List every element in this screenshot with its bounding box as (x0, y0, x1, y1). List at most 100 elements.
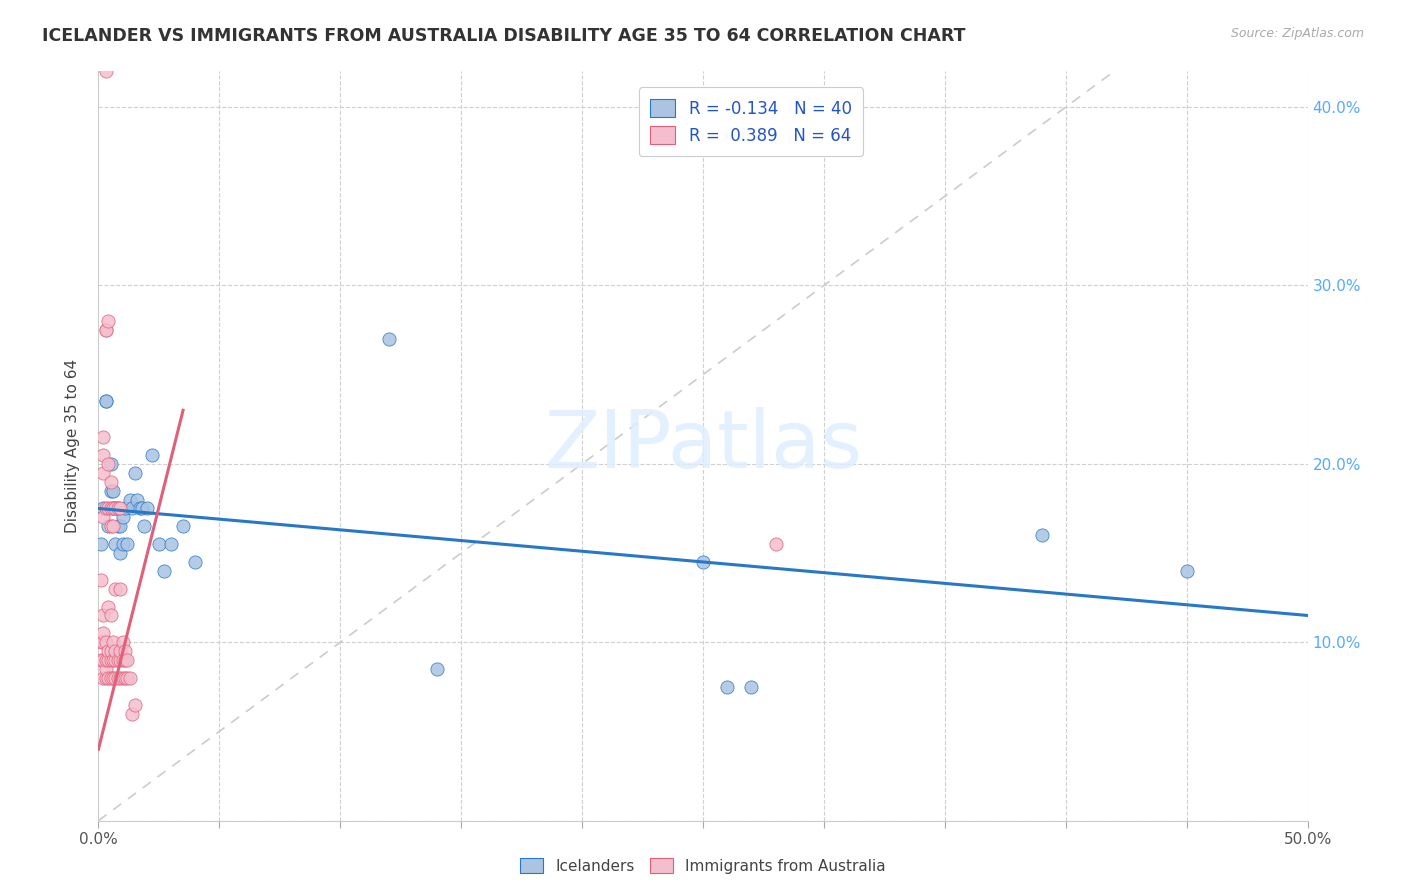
Point (108, 671, 131, 685)
Y-axis label: Disability Age 35 to 64: Disability Age 35 to 64 (65, 359, 80, 533)
Point (111, 653, 134, 667)
Point (91, 448, 114, 462)
Point (97, 653, 120, 667)
Point (104, 582, 127, 596)
Point (104, 653, 127, 667)
Legend: R = -0.134   N = 40, R =  0.389   N = 64: R = -0.134 N = 40, R = 0.389 N = 64 (638, 87, 863, 156)
Point (107, 501, 129, 516)
Point (172, 519, 194, 533)
Point (90, 635, 112, 649)
Point (114, 653, 136, 667)
Point (91, 501, 114, 516)
Point (101, 519, 124, 533)
Point (111, 671, 134, 685)
Point (100, 501, 122, 516)
Point (91, 430, 114, 444)
Point (101, 501, 124, 516)
Point (100, 671, 122, 685)
Point (91, 510, 114, 524)
Point (135, 501, 157, 516)
Point (134, 519, 156, 533)
Point (124, 698, 146, 712)
Point (94, 671, 117, 685)
Point (91, 608, 114, 623)
Point (148, 537, 170, 551)
Point (765, 537, 787, 551)
Point (90, 573, 112, 587)
Point (107, 671, 129, 685)
Point (97, 599, 120, 614)
Point (97, 501, 120, 516)
Point (97, 314, 120, 328)
Point (94, 501, 117, 516)
Point (111, 635, 134, 649)
Point (141, 448, 163, 462)
Point (94, 662, 117, 676)
Point (101, 635, 124, 649)
Point (108, 653, 131, 667)
Point (91, 653, 114, 667)
Point (97, 519, 120, 533)
Point (104, 671, 127, 685)
Point (94, 323, 117, 337)
Text: ICELANDER VS IMMIGRANTS FROM AUSTRALIA DISABILITY AGE 35 TO 64 CORRELATION CHART: ICELANDER VS IMMIGRANTS FROM AUSTRALIA D… (42, 27, 966, 45)
Point (118, 671, 141, 685)
Point (97, 671, 120, 685)
Point (91, 635, 114, 649)
Point (107, 653, 129, 667)
Point (108, 582, 131, 596)
Point (94, 323, 117, 337)
Point (740, 680, 762, 694)
Point (107, 519, 129, 533)
Point (117, 537, 139, 551)
Point (108, 501, 131, 516)
Point (91, 626, 114, 640)
Point (100, 457, 122, 471)
Point (121, 706, 143, 721)
Point (97, 457, 120, 471)
Point (100, 653, 122, 667)
Point (108, 644, 131, 658)
Point (426, 662, 449, 676)
Point (91, 466, 114, 480)
Point (94, 635, 117, 649)
Point (104, 644, 127, 658)
Point (104, 501, 127, 516)
Point (104, 501, 127, 516)
Point (108, 519, 131, 533)
Text: Source: ZipAtlas.com: Source: ZipAtlas.com (1230, 27, 1364, 40)
Point (114, 644, 136, 658)
Point (94, 394, 117, 409)
Point (94, 653, 117, 667)
Point (127, 492, 149, 507)
Text: ZIPatlas: ZIPatlas (544, 407, 862, 485)
Point (94, 394, 117, 409)
Point (152, 564, 174, 578)
Point (128, 501, 150, 516)
Point (101, 671, 124, 685)
Point (100, 519, 122, 533)
Point (121, 501, 143, 516)
Point (1031, 528, 1053, 542)
Point (184, 555, 207, 569)
Point (104, 537, 127, 551)
Point (377, 332, 399, 346)
Point (111, 510, 134, 524)
Point (101, 501, 124, 516)
Point (97, 644, 120, 658)
Point (108, 546, 131, 560)
Point (117, 671, 139, 685)
Point (107, 501, 129, 516)
Point (101, 653, 124, 667)
Point (101, 483, 124, 498)
Point (100, 483, 122, 498)
Point (117, 653, 139, 667)
Point (100, 644, 122, 658)
Point (100, 475, 122, 489)
Point (91, 671, 114, 685)
Point (124, 466, 146, 480)
Point (131, 501, 153, 516)
Point (160, 537, 183, 551)
Point (118, 492, 141, 507)
Point (1175, 564, 1198, 578)
